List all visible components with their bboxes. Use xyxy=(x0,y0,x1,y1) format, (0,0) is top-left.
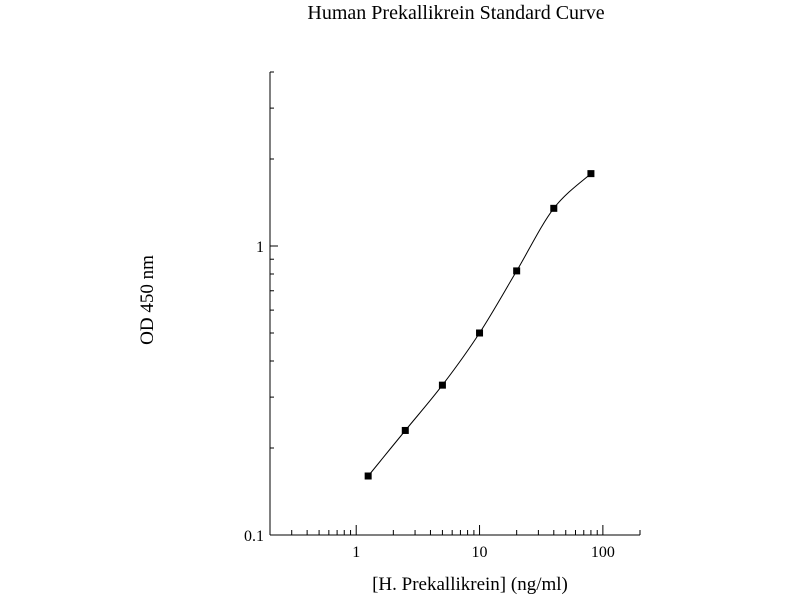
data-point xyxy=(438,381,446,389)
data-points xyxy=(364,170,595,480)
y-tick-label: 1 xyxy=(256,239,264,256)
data-point xyxy=(587,170,595,178)
axes xyxy=(269,72,640,536)
x-axis-label: [H. Prekallikrein] (ng/ml) xyxy=(372,574,568,595)
data-point xyxy=(401,426,409,434)
fitted-curve xyxy=(367,173,592,477)
x-tick-label: 1 xyxy=(352,544,360,561)
data-point xyxy=(476,329,484,337)
y-axis-label: OD 450 nm xyxy=(137,255,158,345)
x-axis-ticks: 1 10 100 xyxy=(269,525,641,561)
data-point xyxy=(513,267,521,275)
x-tick-label: 10 xyxy=(472,544,488,561)
y-tick-label: 0.1 xyxy=(244,528,264,545)
data-point xyxy=(550,204,558,212)
data-point xyxy=(364,472,372,480)
y-axis-ticks: 0.11 xyxy=(244,71,278,545)
chart-title: Human Prekallikrein Standard Curve xyxy=(307,2,604,24)
x-tick-label: 100 xyxy=(591,544,615,561)
